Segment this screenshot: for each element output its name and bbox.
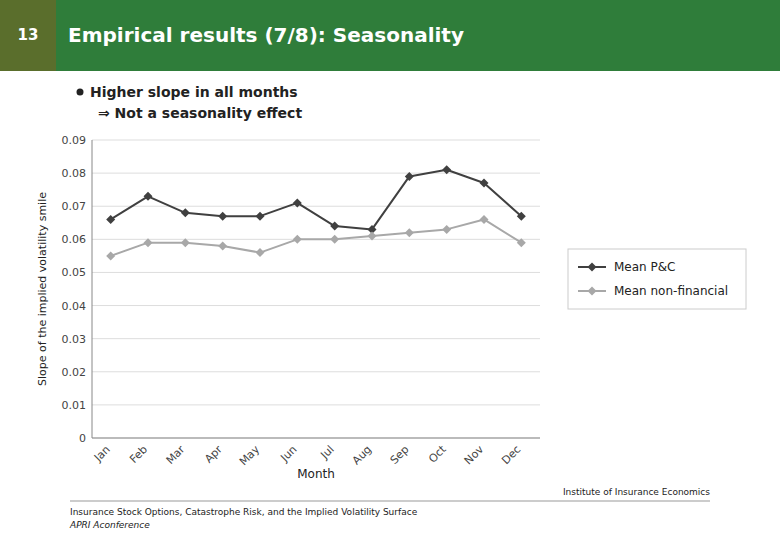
point-marker [442, 165, 451, 174]
grid-line [92, 404, 540, 405]
grid-line [92, 438, 540, 439]
y-tick-labels: 0 0.01 0.02 0.03 0.04 0.05 0.06 0.07 0.08 0.09 [62, 134, 87, 445]
point-marker [256, 248, 265, 257]
grid-line [92, 272, 540, 273]
slide: 13 Empirical results (7/8): Seasonality Hi… [0, 0, 780, 540]
y-tick-label: 0.07 [62, 200, 87, 213]
point-marker [293, 235, 302, 244]
legend-label: Mean P&C [614, 260, 675, 274]
x-tick-labels: Jan Feb Mar Apr May Jun Jul Aug Sep Oct Nov Dec [91, 442, 524, 468]
legend: Mean P&C Mean non-financial [568, 249, 746, 309]
point-marker [480, 179, 489, 188]
point-marker [405, 228, 414, 237]
x-axis-label: Month [297, 467, 335, 481]
x-tick-label: Jun [277, 443, 299, 465]
footer-right: Institute of Insurance Economics [563, 487, 710, 497]
header-bar [56, 0, 780, 71]
x-tick-label: Feb [127, 443, 150, 466]
sub-bullet-text: ⇒ Not a seasonality effect [98, 105, 302, 121]
grid-line [92, 173, 540, 174]
x-tick-label: Aug [350, 443, 374, 467]
point-marker [256, 212, 265, 221]
point-marker [517, 238, 526, 247]
point-marker [181, 238, 190, 247]
series [106, 165, 526, 234]
point-marker [330, 235, 339, 244]
header-number-box [0, 0, 56, 71]
point-marker [144, 238, 153, 247]
point-marker [517, 212, 526, 221]
x-tick-label: Oct [426, 442, 449, 465]
y-grid [92, 140, 540, 438]
footer-rule [70, 501, 710, 502]
y-tick-label: 0.06 [62, 233, 87, 246]
series-line [111, 219, 522, 255]
footer-text: APRI Aconference [69, 520, 150, 530]
x-tick-label: May [237, 443, 263, 469]
footer-text: Insurance Stock Options, Catastrophe Ris… [70, 507, 418, 517]
y-axis-line [92, 140, 93, 438]
y-tick-label: 0.02 [62, 366, 87, 379]
series [106, 215, 526, 260]
x-tick-label: Apr [202, 443, 225, 466]
point-marker [218, 241, 227, 250]
y-tick-label: 0.08 [62, 167, 87, 180]
point-marker [144, 192, 153, 201]
grid-line [92, 371, 540, 372]
point-marker [293, 198, 302, 207]
y-tick-label: 0.03 [62, 333, 87, 346]
slide-number: 13 [18, 26, 39, 44]
grid-line [92, 206, 540, 207]
x-tick-label: Jul [317, 443, 336, 462]
y-tick-label: 0.04 [62, 300, 87, 313]
y-tick-label: 0.05 [62, 266, 87, 279]
bullet-text: Higher slope in all months [90, 84, 298, 100]
bullet-dot [77, 89, 84, 96]
legend-label: Mean non-financial [614, 284, 728, 298]
x-tick-label: Dec [499, 443, 523, 467]
legend-marker [588, 287, 597, 296]
legend-box [568, 249, 746, 309]
x-tick-label: Sep [388, 443, 412, 467]
point-marker [330, 222, 339, 231]
x-axis-line [92, 438, 540, 439]
point-marker [218, 212, 227, 221]
series-line [111, 170, 522, 230]
x-tick-label: Jan [91, 443, 113, 465]
point-marker [442, 225, 451, 234]
y-tick-label: 0.01 [62, 399, 87, 412]
legend-marker [588, 263, 597, 272]
y-tick-label: 0.09 [62, 134, 87, 147]
point-marker [480, 215, 489, 224]
grid-line [92, 338, 540, 339]
title: Empirical results (7/8): Seasonality [68, 23, 464, 47]
x-tick-label: Nov [462, 443, 487, 468]
grid-line [92, 140, 540, 141]
point-marker [106, 251, 115, 260]
y-axis-label: Slope of the implied volatility smile [36, 192, 49, 386]
point-marker [405, 172, 414, 181]
point-marker [106, 215, 115, 224]
grid-line [92, 305, 540, 306]
point-marker [181, 208, 190, 217]
x-tick-label: Mar [164, 443, 188, 467]
y-tick-label: 0 [79, 432, 86, 445]
point-marker [368, 232, 377, 241]
plot-data [106, 165, 526, 260]
